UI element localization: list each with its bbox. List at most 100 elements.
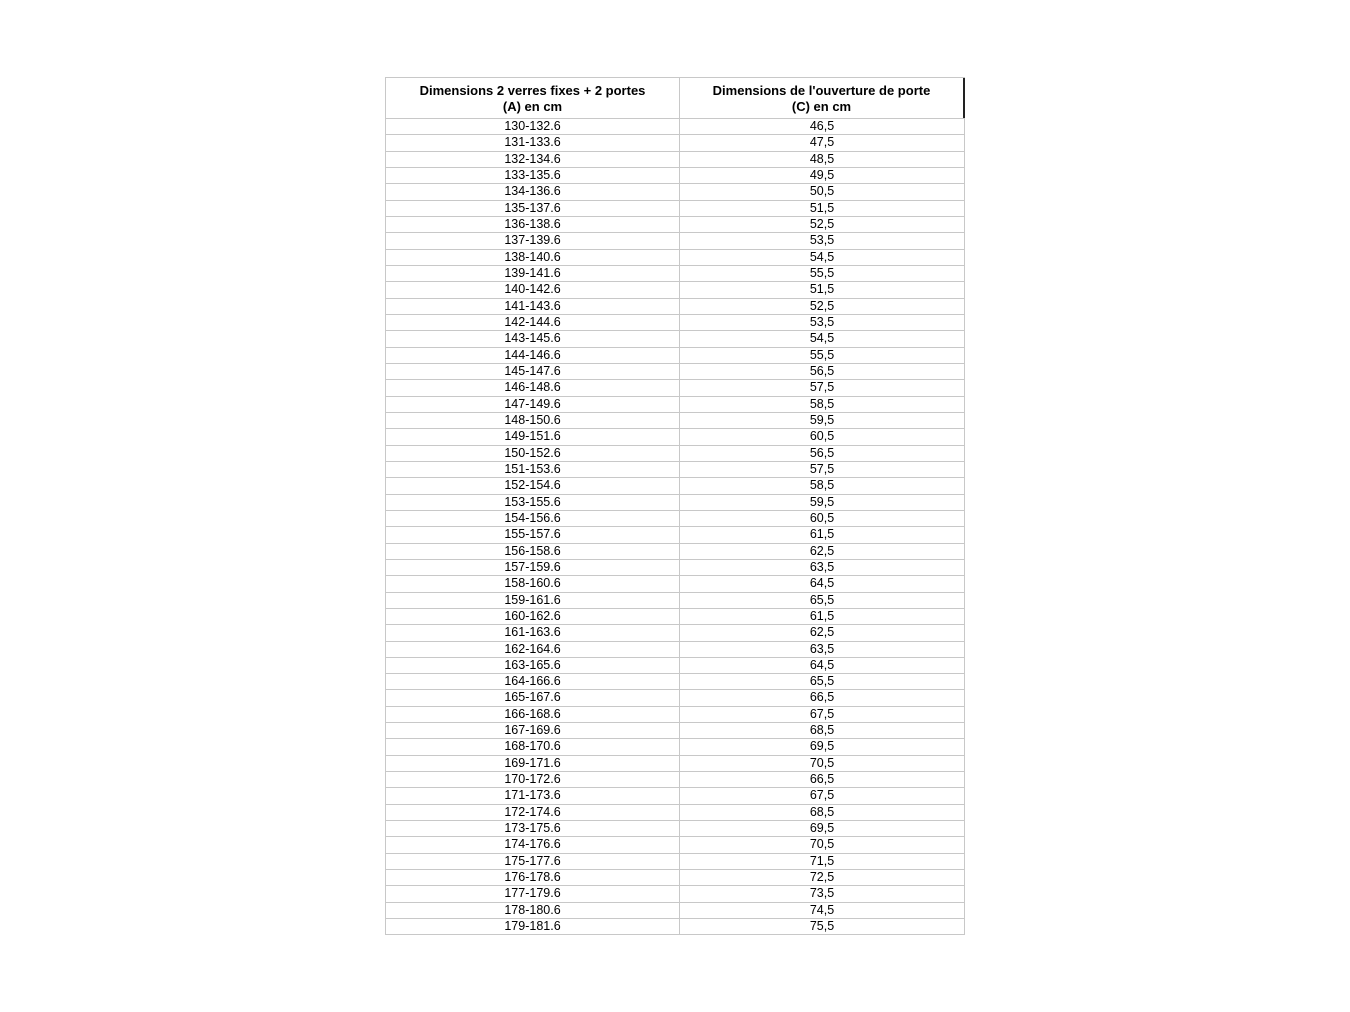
table-row: 141-143.6 52,5	[386, 298, 965, 315]
cell-dimension-c: 67,5	[680, 788, 965, 804]
table-row: 144-146.6 55,5	[386, 347, 965, 364]
cell-dimension-a: 177-179.6	[386, 886, 680, 902]
table-row: 154-156.6 60,5	[386, 510, 965, 528]
cell-dimension-c: 51,5	[680, 200, 965, 216]
cell-dimension-c: 56,5	[680, 445, 965, 461]
header-dimensions-c: Dimensions de l'ouverture de porte (C) en…	[680, 78, 965, 118]
table-row: 131-133.6 47,5	[386, 135, 965, 152]
cell-dimension-c: 47,5	[680, 135, 965, 151]
table-row: 137-139.6 53,5	[386, 233, 965, 250]
cell-dimension-a: 130-132.6	[386, 119, 680, 135]
cell-dimension-c: 64,5	[680, 657, 965, 674]
cell-dimension-a: 140-142.6	[386, 282, 680, 298]
cell-dimension-c: 63,5	[680, 641, 965, 657]
table-body: 130-132.6 46,5 131-133.6 47,5 132-134.6 48,5 1…	[386, 119, 965, 936]
cell-dimension-a: 157-159.6	[386, 559, 680, 576]
table-row: 159-161.6 65,5	[386, 592, 965, 609]
table-row: 151-153.6 57,5	[386, 461, 965, 479]
table-row: 158-160.6 64,5	[386, 576, 965, 593]
cell-dimension-a: 137-139.6	[386, 233, 680, 249]
cell-dimension-c: 56,5	[680, 363, 965, 380]
table-row: 138-140.6 54,5	[386, 249, 965, 266]
cell-dimension-c: 61,5	[680, 608, 965, 625]
table-row: 178-180.6 74,5	[386, 902, 965, 920]
cell-dimension-c: 58,5	[680, 478, 965, 494]
cell-dimension-a: 132-134.6	[386, 151, 680, 167]
cell-dimension-a: 169-171.6	[386, 755, 680, 772]
cell-dimension-a: 131-133.6	[386, 135, 680, 151]
cell-dimension-c: 68,5	[680, 723, 965, 739]
cell-dimension-c: 68,5	[680, 804, 965, 821]
cell-dimension-a: 133-135.6	[386, 167, 680, 184]
cell-dimension-a: 166-168.6	[386, 706, 680, 723]
cell-dimension-c: 70,5	[680, 837, 965, 853]
cell-dimension-a: 176-178.6	[386, 870, 680, 886]
cell-dimension-a: 143-145.6	[386, 331, 680, 347]
table-row: 165-167.6 66,5	[386, 690, 965, 707]
cell-dimension-c: 53,5	[680, 233, 965, 249]
cell-dimension-a: 170-172.6	[386, 772, 680, 788]
table-row: 161-163.6 62,5	[386, 625, 965, 642]
cell-dimension-a: 151-153.6	[386, 461, 680, 478]
header-a-line2: (A) en cm	[502, 99, 563, 114]
cell-dimension-c: 71,5	[680, 853, 965, 870]
cell-dimension-c: 55,5	[680, 265, 965, 282]
table-header: Dimensions 2 verres fixes + 2 portes (A) …	[386, 78, 965, 119]
cell-dimension-c: 66,5	[680, 772, 965, 788]
table-row: 132-134.6 48,5	[386, 151, 965, 168]
table-row: 130-132.6 46,5	[386, 119, 965, 136]
cell-dimension-a: 136-138.6	[386, 216, 680, 233]
cell-dimension-c: 65,5	[680, 674, 965, 690]
cell-dimension-c: 61,5	[680, 527, 965, 543]
cell-dimension-a: 159-161.6	[386, 592, 680, 608]
table-row: 177-179.6 73,5	[386, 886, 965, 903]
table-row: 155-157.6 61,5	[386, 527, 965, 544]
cell-dimension-c: 60,5	[680, 510, 965, 527]
table-row: 147-149.6 58,5	[386, 396, 965, 413]
table-row: 148-150.6 59,5	[386, 412, 965, 430]
cell-dimension-c: 63,5	[680, 559, 965, 576]
table-row: 146-148.6 57,5	[386, 380, 965, 397]
header-c-line1: Dimensions de l'ouverture de porte	[712, 83, 931, 98]
table-row: 153-155.6 59,5	[386, 494, 965, 511]
cell-dimension-a: 173-175.6	[386, 821, 680, 837]
cell-dimension-a: 158-160.6	[386, 576, 680, 592]
cell-dimension-a: 134-136.6	[386, 184, 680, 200]
table-row: 164-166.6 65,5	[386, 674, 965, 691]
cell-dimension-a: 152-154.6	[386, 478, 680, 494]
dimensions-table: Dimensions 2 verres fixes + 2 portes (A) …	[385, 77, 965, 936]
table-row: 172-174.6 68,5	[386, 804, 965, 822]
table-row: 142-144.6 53,5	[386, 314, 965, 332]
cell-dimension-a: 167-169.6	[386, 723, 680, 739]
table-row: 179-181.6 75,5	[386, 919, 965, 936]
cell-dimension-c: 59,5	[680, 412, 965, 429]
cell-dimension-a: 149-151.6	[386, 429, 680, 445]
table-row: 163-165.6 64,5	[386, 657, 965, 675]
cell-dimension-a: 168-170.6	[386, 739, 680, 755]
cell-dimension-c: 73,5	[680, 886, 965, 902]
cell-dimension-c: 48,5	[680, 151, 965, 167]
cell-dimension-a: 150-152.6	[386, 445, 680, 461]
cell-dimension-c: 62,5	[680, 625, 965, 641]
cell-dimension-c: 57,5	[680, 380, 965, 396]
table-row: 157-159.6 63,5	[386, 559, 965, 577]
cell-dimension-a: 161-163.6	[386, 625, 680, 641]
cell-dimension-c: 53,5	[680, 314, 965, 331]
header-c-line2: (C) en cm	[791, 99, 852, 114]
cell-dimension-c: 75,5	[680, 919, 965, 935]
cell-dimension-c: 72,5	[680, 870, 965, 886]
cell-dimension-a: 160-162.6	[386, 608, 680, 625]
cell-dimension-c: 69,5	[680, 821, 965, 837]
table-row: 140-142.6 51,5	[386, 282, 965, 299]
cell-dimension-a: 155-157.6	[386, 527, 680, 543]
cell-dimension-c: 69,5	[680, 739, 965, 755]
cell-dimension-c: 54,5	[680, 249, 965, 265]
cell-dimension-c: 70,5	[680, 755, 965, 772]
cell-dimension-c: 52,5	[680, 298, 965, 314]
cell-dimension-a: 148-150.6	[386, 412, 680, 429]
cell-dimension-a: 156-158.6	[386, 543, 680, 559]
table-row: 139-141.6 55,5	[386, 265, 965, 283]
table-row: 143-145.6 54,5	[386, 331, 965, 348]
table-row: 175-177.6 71,5	[386, 853, 965, 871]
cell-dimension-a: 153-155.6	[386, 494, 680, 510]
